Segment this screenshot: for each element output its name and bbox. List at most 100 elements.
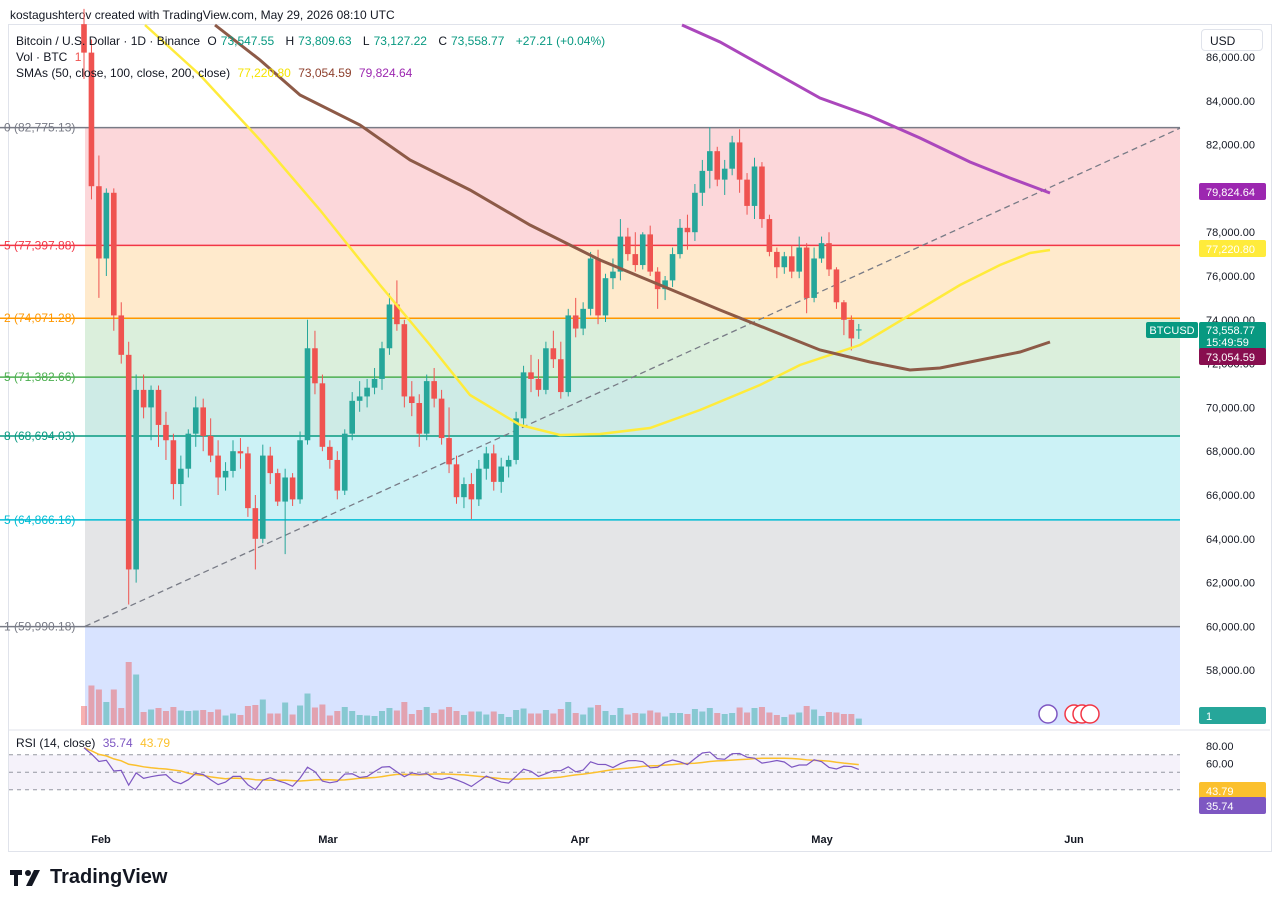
candle-body[interactable] [245,453,251,509]
sma-legend[interactable]: SMAs (50, close, 100, close, 200, close)… [16,66,416,80]
candle-body[interactable] [476,468,482,500]
candle-body[interactable] [200,407,206,436]
sma50-line[interactable] [144,24,1051,437]
candle-body[interactable] [423,381,430,434]
us-flag-event-icon[interactable] [1080,704,1100,724]
candle-body[interactable] [766,219,773,252]
candle-body[interactable] [118,315,125,355]
candle-body[interactable] [304,348,311,441]
candle-body[interactable] [364,387,370,397]
candle-body[interactable] [185,433,192,469]
candle-body[interactable] [543,348,549,390]
candle-body[interactable] [639,234,646,266]
candle-body[interactable] [550,348,557,360]
candle-body[interactable] [260,455,266,539]
candle-body[interactable] [237,451,244,454]
candle-body[interactable] [371,378,378,388]
rsi-legend[interactable]: RSI (14, close) 35.74 43.79 [16,736,174,750]
candle-body[interactable] [572,315,579,329]
candle-body[interactable] [602,278,609,316]
candle-body[interactable] [558,359,564,393]
candle-body[interactable] [580,308,586,329]
sma100-line[interactable] [214,23,1051,372]
candle-body[interactable] [654,271,661,290]
candle-body[interactable] [744,179,750,206]
candle-body[interactable] [297,440,303,500]
candle-body[interactable] [856,329,862,331]
symbol-name[interactable]: Bitcoin / U.S. Dollar · 1D · Binance [16,34,201,48]
candle-body[interactable] [781,256,788,268]
candle-body[interactable] [796,247,802,272]
candle-body[interactable] [274,473,281,502]
candle-body[interactable] [535,378,542,390]
candle-body[interactable] [409,396,415,404]
candle-body[interactable] [163,424,169,441]
symbol-legend[interactable]: Bitcoin / U.S. Dollar · 1D · Binance O 73… [16,34,609,48]
candle-body[interactable] [356,396,363,401]
candle-body[interactable] [490,453,497,482]
candle-body[interactable] [453,464,460,498]
candle-body[interactable] [669,254,676,281]
candle-body[interactable] [349,400,355,434]
candle-body[interactable] [111,192,117,316]
candle-body[interactable] [826,243,832,270]
candle-body[interactable] [192,407,199,434]
candle-body[interactable] [394,304,400,325]
candle-body[interactable] [125,354,132,570]
candle-body[interactable] [788,256,795,272]
candle-body[interactable] [647,234,653,272]
candle-body[interactable] [103,192,110,259]
candle-body[interactable] [684,227,691,233]
candle-body[interactable] [289,477,296,500]
candle-body[interactable] [714,151,721,180]
candle-body[interactable] [833,269,840,303]
candle-body[interactable] [319,383,326,447]
lightning-event-icon[interactable] [1038,704,1058,724]
candle-body[interactable] [707,151,713,171]
candle-body[interactable] [401,324,408,397]
candle-body[interactable] [520,372,527,419]
candle-body[interactable] [312,348,318,384]
candle-body[interactable] [446,438,452,465]
candle-body[interactable] [282,477,288,502]
candle-body[interactable] [178,468,184,485]
candle-body[interactable] [170,440,177,485]
chart-frame[interactable] [8,24,1272,852]
rsi-ma-line[interactable] [83,747,859,782]
candle-body[interactable] [416,403,423,434]
candle-body[interactable] [252,508,259,539]
candle-body[interactable] [677,227,683,255]
candle-body[interactable] [379,348,385,379]
candle-body[interactable] [133,389,139,570]
sma200-line[interactable] [681,23,1051,195]
candle-body[interactable] [431,381,437,399]
candle-body[interactable] [818,243,825,259]
candle-body[interactable] [327,446,333,460]
candle-body[interactable] [692,192,698,233]
candle-body[interactable] [461,484,467,498]
candle-body[interactable] [148,389,154,408]
candle-body[interactable] [513,418,519,460]
candle-body[interactable] [483,453,490,469]
candle-body[interactable] [751,166,758,206]
candle-body[interactable] [498,466,504,482]
candle-body[interactable] [386,304,393,349]
candle-body[interactable] [774,251,780,268]
candle-body[interactable] [334,459,341,491]
tradingview-logo[interactable]: TradingView [10,866,167,889]
candle-body[interactable] [505,459,512,467]
candle-body[interactable] [565,315,572,393]
candle-body[interactable] [341,433,348,491]
candle-body[interactable] [81,24,87,53]
candle-body[interactable] [96,186,102,259]
currency-button[interactable]: USD [1201,29,1263,51]
candle-body[interactable] [617,236,624,272]
trend-line[interactable] [84,127,1181,627]
candle-body[interactable] [699,170,706,193]
candle-body[interactable] [88,52,95,187]
candle-body[interactable] [222,470,229,478]
candle-body[interactable] [632,254,639,266]
candle-body[interactable] [721,168,728,180]
volume-legend[interactable]: Vol · BTC 1 [16,50,85,64]
